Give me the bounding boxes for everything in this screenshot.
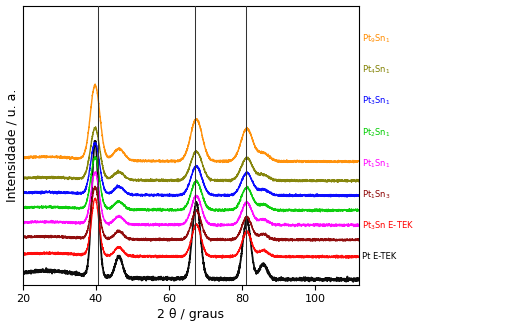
Text: Pt$_3$Sn E-TEK: Pt$_3$Sn E-TEK	[362, 219, 415, 232]
Text: Pt E-TEK: Pt E-TEK	[362, 252, 397, 261]
Text: Pt$_1$Sn$_3$: Pt$_1$Sn$_3$	[362, 188, 391, 201]
Text: Pt$_3$Sn$_1$: Pt$_3$Sn$_1$	[362, 95, 390, 108]
Text: Pt$_1$Sn$_1$: Pt$_1$Sn$_1$	[362, 157, 390, 170]
Text: Pt$_4$Sn$_1$: Pt$_4$Sn$_1$	[362, 64, 390, 77]
X-axis label: 2 θ / graus: 2 θ / graus	[157, 308, 224, 321]
Text: Pt$_2$Sn$_1$: Pt$_2$Sn$_1$	[362, 126, 390, 139]
Text: Pt$_9$Sn$_1$: Pt$_9$Sn$_1$	[362, 33, 390, 45]
Y-axis label: Intensidade / u. a.: Intensidade / u. a.	[6, 88, 18, 202]
